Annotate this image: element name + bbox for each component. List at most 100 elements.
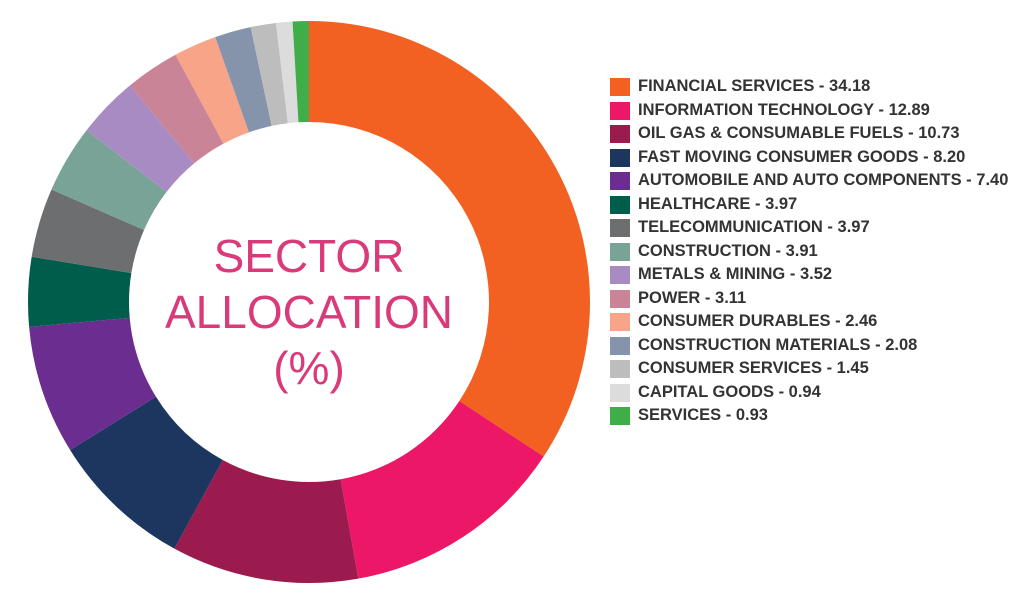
legend-value: 12.89: [888, 100, 930, 119]
legend-value: 3.91: [785, 241, 818, 260]
chart-title: SECTOR ALLOCATION (%): [165, 230, 453, 394]
legend-label: CONSUMER DURABLES: [638, 312, 831, 330]
legend-value: 3.52: [799, 265, 833, 283]
legend-swatch: [610, 101, 630, 120]
legend-text: OIL GAS & CONSUMABLE FUELS - 10.73: [638, 122, 1018, 146]
legend-label: OIL GAS & CONSUMABLE FUELS: [638, 124, 904, 142]
donut-chart: [28, 21, 590, 583]
legend-item: CONSUMER DURABLES - 2.46: [610, 310, 1025, 334]
legend-label: CAPITAL GOODS: [638, 382, 774, 401]
legend-item: OIL GAS & CONSUMABLE FUELS - 10.73: [610, 122, 1025, 146]
legend-text: POWER - 3.11: [638, 287, 1018, 311]
legend-item: POWER - 3.11: [610, 287, 1025, 311]
legend-value: 2.08: [885, 335, 918, 354]
legend-text: HEALTHCARE - 3.97: [638, 193, 1018, 217]
legend-value: 8.20: [933, 147, 966, 166]
legend-label: FAST MOVING CONSUMER GOODS: [638, 147, 919, 166]
legend-swatch: [610, 313, 630, 331]
legend-value: 7.40: [976, 171, 1009, 189]
legend-item: CONSTRUCTION - 3.91: [610, 240, 1025, 264]
legend-text: INFORMATION TECHNOLOGY - 12.89: [638, 99, 1018, 123]
legend-value: 3.11: [715, 288, 747, 307]
legend-swatch: [610, 195, 630, 214]
legend-label: SERVICES: [638, 406, 722, 424]
legend-item: CONSTRUCTION MATERIALS - 2.08: [610, 334, 1025, 358]
legend-value: 0.93: [735, 406, 768, 424]
legend-item: HEALTHCARE - 3.97: [610, 193, 1025, 217]
legend-label: CONSUMER SERVICES: [638, 359, 822, 377]
legend-value: 2.46: [845, 312, 878, 330]
donut-segment: [28, 256, 132, 327]
legend-value: 0.94: [788, 382, 821, 401]
legend-text: METALS & MINING - 3.52: [638, 263, 1018, 287]
legend-text: CONSTRUCTION MATERIALS - 2.08: [638, 334, 1018, 358]
legend-separator: -: [903, 124, 919, 142]
donut-segment: [215, 27, 272, 133]
donut-segment: [86, 85, 195, 192]
legend-value: 34.18: [829, 77, 871, 95]
legend-separator: -: [700, 288, 716, 307]
legend-label: TELECOMMUNICATION: [638, 218, 823, 236]
legend-swatch: [610, 407, 630, 425]
legend-separator: -: [721, 406, 736, 424]
legend-swatch: [610, 219, 630, 237]
legend-separator: -: [773, 382, 789, 401]
legend-swatch: [610, 360, 630, 378]
legend-separator: -: [822, 218, 838, 236]
legend-label: CONSTRUCTION MATERIALS: [638, 335, 871, 354]
legend-label: HEALTHCARE: [638, 194, 751, 213]
legend-text: AUTOMOBILE AND AUTO COMPONENTS - 7.40: [638, 169, 1018, 193]
legend-text: CAPITAL GOODS - 0.94: [638, 381, 1018, 405]
legend-separator: -: [750, 194, 766, 213]
donut-segment: [29, 317, 156, 450]
legend-swatch: [610, 289, 630, 308]
donut-segment: [174, 460, 359, 583]
legend-item: CONSUMER SERVICES - 1.45: [610, 357, 1025, 381]
legend-item: FINANCIAL SERVICES - 34.18: [610, 75, 1025, 99]
legend-separator: -: [961, 171, 977, 189]
donut-segment: [129, 54, 224, 164]
donut-segment: [31, 189, 145, 274]
legend-item: FAST MOVING CONSUMER GOODS - 8.20: [610, 146, 1025, 170]
donut-segment: [70, 396, 223, 549]
legend-text: CONSUMER SERVICES - 1.45: [638, 357, 1018, 381]
legend-swatch: [610, 336, 630, 355]
legend-label: INFORMATION TECHNOLOGY: [638, 100, 874, 119]
legend-text: TELECOMMUNICATION - 3.97: [638, 216, 1018, 240]
legend-swatch: [610, 148, 630, 167]
legend-swatch: [610, 125, 630, 143]
legend-item: AUTOMOBILE AND AUTO COMPONENTS - 7.40: [610, 169, 1025, 193]
legend-separator: -: [770, 241, 786, 260]
legend-text: FAST MOVING CONSUMER GOODS - 8.20: [638, 146, 1018, 170]
legend-value: 10.73: [918, 124, 960, 142]
legend-item: SERVICES - 0.93: [610, 404, 1025, 428]
legend-value: 3.97: [837, 218, 870, 236]
legend-label: FINANCIAL SERVICES: [638, 77, 815, 95]
legend-value: 1.45: [836, 359, 869, 377]
legend-text: CONSUMER DURABLES - 2.46: [638, 310, 1018, 334]
legend-swatch: [610, 78, 630, 96]
legend-label: AUTOMOBILE AND AUTO COMPONENTS: [638, 171, 962, 189]
donut-segment: [292, 21, 309, 123]
legend-label: CONSTRUCTION: [638, 241, 771, 260]
donut-segment: [250, 22, 288, 126]
legend-label: METALS & MINING: [638, 265, 786, 283]
legend-separator: -: [918, 147, 934, 166]
legend-separator: -: [814, 77, 830, 95]
legend-item: METALS & MINING - 3.52: [610, 263, 1025, 287]
legend-item: CAPITAL GOODS - 0.94: [610, 381, 1025, 405]
legend-item: INFORMATION TECHNOLOGY - 12.89: [610, 99, 1025, 123]
donut-segment: [51, 130, 167, 230]
legend-separator: -: [830, 312, 846, 330]
legend-swatch: [610, 383, 630, 402]
donut-segment: [309, 21, 590, 457]
legend: FINANCIAL SERVICES - 34.18 INFORMATION TE…: [610, 75, 1025, 428]
legend-separator: -: [870, 335, 886, 354]
donut-segment: [340, 401, 544, 579]
legend-text: CONSTRUCTION - 3.91: [638, 240, 1018, 264]
donut-segment: [175, 37, 249, 144]
legend-swatch: [610, 266, 630, 284]
legend-swatch: [610, 172, 630, 190]
legend-swatch: [610, 242, 630, 261]
